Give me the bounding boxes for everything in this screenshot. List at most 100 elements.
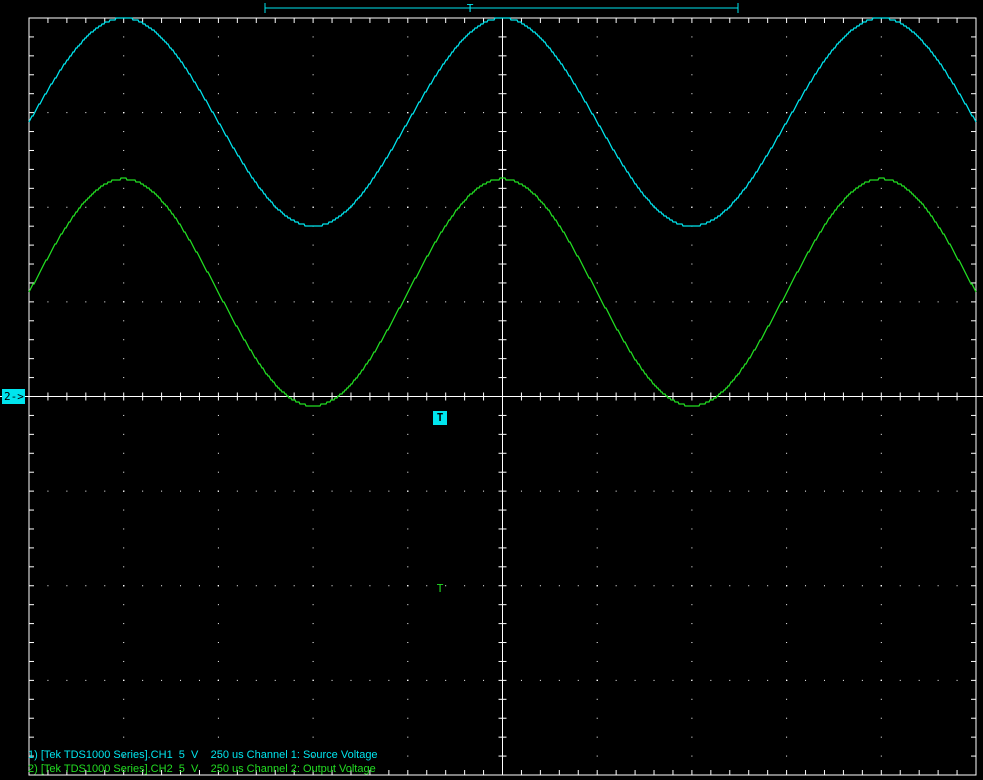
graticule <box>0 17 983 776</box>
grid-dot <box>47 206 49 208</box>
channel-2-ground-marker[interactable]: 2-> <box>2 389 25 404</box>
grid-dot <box>786 452 788 454</box>
grid-dot <box>596 717 598 719</box>
grid-dot <box>312 414 314 416</box>
grid-dot <box>407 358 409 360</box>
grid-dot <box>180 301 182 303</box>
grid-dot <box>823 679 825 681</box>
grid-dot <box>786 660 788 662</box>
grid-dot <box>672 112 674 114</box>
grid-dot <box>748 112 750 114</box>
grid-dot <box>691 74 693 76</box>
grid-dot <box>710 490 712 492</box>
grid-dot <box>47 585 49 587</box>
grid-dot <box>312 604 314 606</box>
grid-dot <box>47 490 49 492</box>
grid-dot <box>786 263 788 265</box>
grid-dot <box>577 490 579 492</box>
grid-dot <box>748 206 750 208</box>
grid-dot <box>161 490 163 492</box>
grid-dot <box>312 36 314 38</box>
grid-dot <box>596 320 598 322</box>
grid-dot <box>786 679 788 681</box>
grid-dot <box>767 490 769 492</box>
grid-dot <box>407 585 409 587</box>
grid-dot <box>464 206 466 208</box>
grid-dot <box>161 206 163 208</box>
grid-dot <box>255 679 257 681</box>
grid-dot <box>880 282 882 284</box>
grid-dot <box>786 604 788 606</box>
grid-dot <box>520 679 522 681</box>
grid-dot <box>104 585 106 587</box>
grid-dot <box>691 452 693 454</box>
grid-dot <box>388 301 390 303</box>
grid-dot <box>123 433 125 435</box>
grid-dot <box>85 679 87 681</box>
grid-dot <box>691 736 693 738</box>
grid-dot <box>899 490 901 492</box>
grid-dot <box>786 698 788 700</box>
grid-dot <box>123 36 125 38</box>
grid-dot <box>312 547 314 549</box>
grid-dot <box>615 112 617 114</box>
grid-dot <box>407 452 409 454</box>
grid-dot <box>445 585 447 587</box>
grid-dot <box>899 301 901 303</box>
grid-dot <box>217 623 219 625</box>
grid-dot <box>407 528 409 530</box>
grid-dot <box>217 187 219 189</box>
grid-dot <box>596 585 598 587</box>
grid-dot <box>198 585 200 587</box>
grid-dot <box>407 225 409 227</box>
grid-dot <box>312 736 314 738</box>
grid-dot <box>786 244 788 246</box>
grid-dot <box>577 301 579 303</box>
time-window-bracket[interactable]: T <box>264 2 739 15</box>
trigger-level-flag[interactable]: T <box>433 411 447 425</box>
grid-dot <box>861 301 863 303</box>
grid-dot <box>312 339 314 341</box>
grid-dot <box>217 339 219 341</box>
grid-dot <box>842 301 844 303</box>
grid-dot <box>161 679 163 681</box>
grid-dot <box>483 679 485 681</box>
grid-dot <box>880 679 882 681</box>
grid-dot <box>823 206 825 208</box>
grid-dot <box>198 206 200 208</box>
grid-dot <box>255 301 257 303</box>
grid-dot <box>255 206 257 208</box>
grid-dot <box>596 528 598 530</box>
grid-dot <box>880 452 882 454</box>
grid-dot <box>123 244 125 246</box>
grid-dot <box>85 585 87 587</box>
grid-dot <box>161 585 163 587</box>
grid-dot <box>937 585 939 587</box>
grid-dot <box>217 36 219 38</box>
grid-dot <box>767 585 769 587</box>
grid-dot <box>729 585 731 587</box>
grid-dot <box>123 74 125 76</box>
grid-dot <box>558 301 560 303</box>
grid-dot <box>312 263 314 265</box>
grid-dot <box>596 414 598 416</box>
grid-dot <box>880 168 882 170</box>
grid-dot <box>312 244 314 246</box>
grid-dot <box>786 225 788 227</box>
waveform-channel-1 <box>28 17 977 227</box>
grid-dot <box>937 301 939 303</box>
grid-dot <box>729 679 731 681</box>
grid-dot <box>123 755 125 757</box>
grid-dot <box>596 244 598 246</box>
grid-dot <box>899 112 901 114</box>
grid-dot <box>123 623 125 625</box>
grid-dot <box>236 679 238 681</box>
grid-dot <box>823 112 825 114</box>
grid-dot <box>880 225 882 227</box>
grid-dot <box>880 566 882 568</box>
grid-dot <box>767 206 769 208</box>
grid-dot <box>217 585 219 587</box>
grid-dot <box>691 604 693 606</box>
grid-dot <box>483 112 485 114</box>
